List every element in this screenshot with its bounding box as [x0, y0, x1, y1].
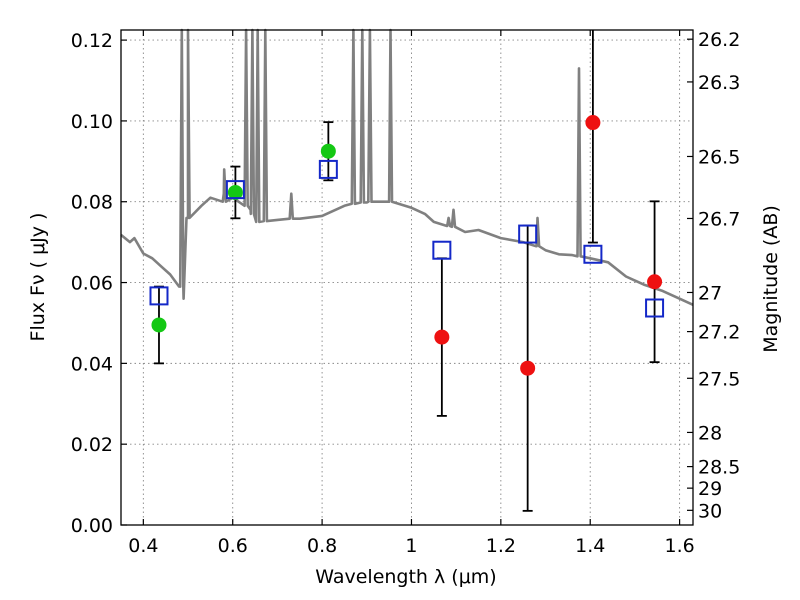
model-photometry-box — [318, 159, 338, 179]
x-tick-label: 1.4 — [575, 535, 605, 557]
model-photometry-box — [432, 240, 452, 260]
y2-tick-label: 26.7 — [698, 208, 740, 230]
observed-point-green — [320, 143, 336, 159]
model-photometry-box — [225, 180, 245, 200]
y2-tick-label: 27.5 — [698, 368, 740, 390]
y2-tick-label: 29 — [698, 478, 722, 500]
observed-point-green — [227, 184, 243, 200]
x-tick-label: 0.6 — [218, 535, 248, 557]
y-tick-label: 0.10 — [71, 111, 113, 133]
observed-points-layer — [151, 115, 663, 376]
y-tick-label: 0.08 — [71, 192, 113, 214]
model-photometry-box — [583, 244, 603, 264]
model-photometry-layer — [149, 159, 665, 318]
y-axis-left: 0.00 0.02 0.04 0.06 0.08 0.10 0.12 — [71, 30, 127, 537]
observed-point-red — [647, 274, 663, 290]
plot-frame — [120, 29, 694, 526]
y-tick-label: 0.02 — [71, 434, 113, 456]
y-tick-label: 0.12 — [71, 30, 113, 52]
y2-tick-label: 28 — [698, 422, 722, 444]
y-tick-label: 0.06 — [71, 273, 113, 295]
x-tick-label: 1 — [405, 535, 417, 557]
y-tick-label: 0.04 — [71, 353, 113, 375]
y2-tick-label: 26.5 — [698, 146, 740, 168]
y2-tick-label: 27 — [698, 282, 722, 304]
x-tick-label: 1.6 — [664, 535, 694, 557]
observed-point-green — [151, 317, 167, 333]
x-axis: 0.4 0.6 0.8 1 1.2 1.4 1.6 — [128, 30, 695, 557]
y2-tick-label: 27.2 — [698, 322, 740, 344]
observed-point-red — [520, 360, 536, 376]
observed-point-red — [585, 115, 601, 131]
observed-point-red — [434, 329, 450, 345]
model-photometry-box — [518, 224, 538, 244]
model-photometry-box — [149, 286, 169, 306]
x-tick-label: 1.2 — [486, 535, 516, 557]
y-axis-title: Flux Fν ( μJy ) — [27, 213, 49, 342]
x-tick-label: 0.8 — [307, 535, 337, 557]
y-tick-label: 0.00 — [71, 515, 113, 537]
y2-tick-label: 30 — [698, 500, 722, 522]
x-axis-title: Wavelength λ (μm) — [315, 566, 496, 588]
y2-tick-label: 28.5 — [698, 457, 740, 479]
y2-axis-title: Magnitude (AB) — [760, 205, 782, 353]
model-photometry-box — [645, 298, 665, 318]
grid-layer — [121, 30, 693, 525]
y2-tick-label: 26.3 — [698, 72, 740, 94]
y2-tick-label: 26.2 — [698, 29, 740, 51]
x-tick-label: 0.4 — [128, 535, 158, 557]
